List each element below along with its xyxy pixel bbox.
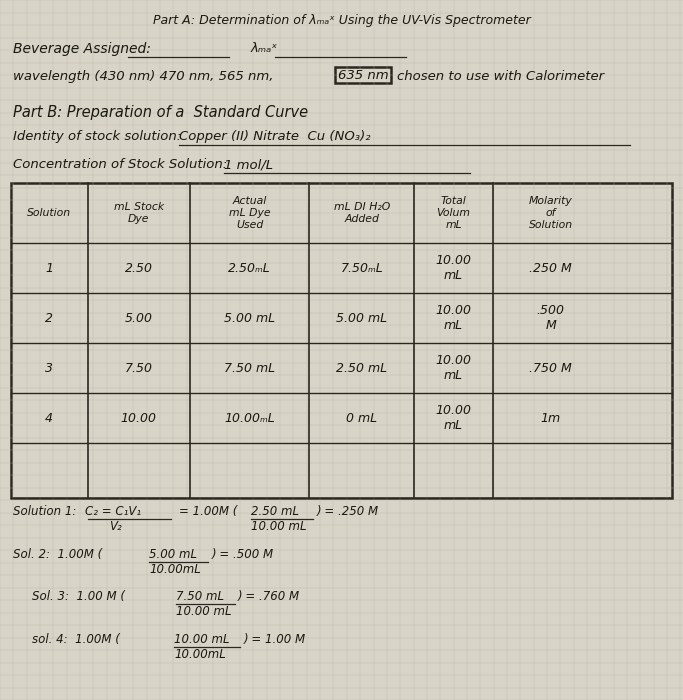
Text: 3: 3 [45, 361, 53, 374]
Text: Solution 1:: Solution 1: [13, 505, 76, 518]
Text: 5.00: 5.00 [125, 312, 153, 325]
Text: mL DI H₂O
Added: mL DI H₂O Added [334, 202, 390, 224]
Text: 2.50 mL: 2.50 mL [336, 361, 387, 374]
Text: Total
Volum
mL: Total Volum mL [436, 197, 471, 230]
Text: Copper (II) Nitrate  Cu (NO₃)₂: Copper (II) Nitrate Cu (NO₃)₂ [179, 130, 371, 143]
Text: = 1.00M (: = 1.00M ( [179, 505, 238, 518]
Text: Beverage Assigned:: Beverage Assigned: [13, 42, 151, 56]
Bar [335, 67, 391, 83]
Text: .500
M: .500 M [537, 304, 565, 332]
Text: 10.00
mL: 10.00 mL [436, 354, 471, 382]
Text: Solution: Solution [27, 208, 71, 218]
Text: 10.00 mL: 10.00 mL [174, 633, 229, 646]
Text: Actual
mL Dye
Used: Actual mL Dye Used [229, 197, 270, 230]
Text: C₂ = C₁V₁: C₂ = C₁V₁ [85, 505, 141, 518]
Text: 2.50: 2.50 [125, 262, 153, 274]
Text: 5.00 mL: 5.00 mL [150, 548, 197, 561]
Text: V₂: V₂ [109, 520, 122, 533]
Text: 635 nm: 635 nm [337, 69, 388, 82]
Text: 2: 2 [45, 312, 53, 325]
Text: Concentration of Stock Solution:: Concentration of Stock Solution: [13, 158, 227, 171]
Text: mL Stock
Dye: mL Stock Dye [113, 202, 164, 224]
Bar [11, 183, 672, 498]
Text: Sol. 3:  1.00 M (: Sol. 3: 1.00 M ( [32, 590, 125, 603]
Text: ) = .760 M: ) = .760 M [238, 590, 300, 603]
Text: 2.50 mL: 2.50 mL [251, 505, 298, 518]
Text: wavelength (430 nm) 470 nm, 565 nm,: wavelength (430 nm) 470 nm, 565 nm, [13, 70, 273, 83]
Text: sol. 4:  1.00M (: sol. 4: 1.00M ( [32, 633, 120, 646]
Text: Part B: Preparation of a  Standard Curve: Part B: Preparation of a Standard Curve [13, 105, 308, 120]
Text: ) = 1.00 M: ) = 1.00 M [243, 633, 305, 646]
Text: 10.00 mL: 10.00 mL [176, 605, 232, 618]
Text: .250 M: .250 M [529, 262, 572, 274]
Text: 1: 1 [45, 262, 53, 274]
Text: .750 M: .750 M [529, 361, 572, 374]
Text: 10.00 mL: 10.00 mL [251, 520, 306, 533]
Text: 10.00ₘL: 10.00ₘL [224, 412, 275, 424]
Text: 10.00
mL: 10.00 mL [436, 304, 471, 332]
Text: 10.00
mL: 10.00 mL [436, 404, 471, 432]
Text: 10.00mL: 10.00mL [150, 563, 201, 576]
Text: 1m: 1m [541, 412, 561, 424]
Text: 7.50 mL: 7.50 mL [176, 590, 224, 603]
Text: 10.00: 10.00 [121, 412, 156, 424]
Text: chosen to use with Calorimeter: chosen to use with Calorimeter [397, 70, 604, 83]
Text: 10.00mL: 10.00mL [174, 648, 225, 661]
Text: 5.00 mL: 5.00 mL [336, 312, 387, 325]
Text: 4: 4 [45, 412, 53, 424]
Text: Part A: Determination of λₘₐˣ Using the UV-Vis Spectrometer: Part A: Determination of λₘₐˣ Using the … [152, 14, 531, 27]
Text: 7.50 mL: 7.50 mL [224, 361, 275, 374]
Text: ) = .500 M: ) = .500 M [211, 548, 273, 561]
Text: Sol. 2:  1.00M (: Sol. 2: 1.00M ( [13, 548, 102, 561]
Text: 7.50ₘL: 7.50ₘL [340, 262, 383, 274]
Text: Molarity
of
Solution: Molarity of Solution [529, 197, 573, 230]
Text: Identity of stock solution:: Identity of stock solution: [13, 130, 181, 143]
Text: 2.50ₘL: 2.50ₘL [228, 262, 271, 274]
Text: ) = .250 M: ) = .250 M [317, 505, 379, 518]
Text: 10.00
mL: 10.00 mL [436, 254, 471, 282]
Text: 1 mol/L: 1 mol/L [224, 158, 273, 171]
Text: λₘₐˣ: λₘₐˣ [251, 42, 278, 55]
Text: 7.50: 7.50 [125, 361, 153, 374]
Text: 5.00 mL: 5.00 mL [224, 312, 275, 325]
Text: 0 mL: 0 mL [346, 412, 377, 424]
